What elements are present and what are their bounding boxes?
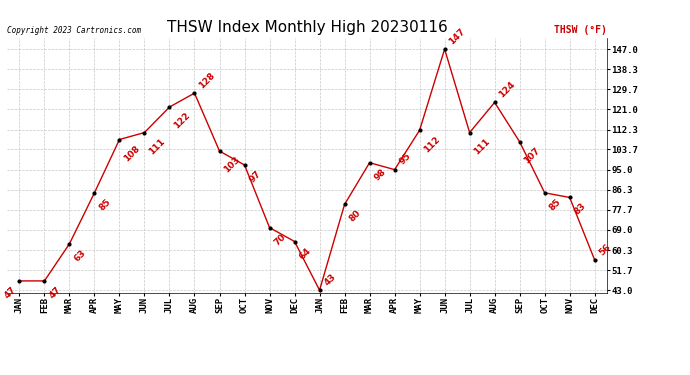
Text: 70: 70 [273, 232, 288, 247]
Title: THSW Index Monthly High 20230116: THSW Index Monthly High 20230116 [167, 20, 447, 35]
Text: 107: 107 [522, 146, 542, 166]
Text: 111: 111 [147, 137, 167, 156]
Text: 85: 85 [547, 197, 562, 212]
Text: 95: 95 [397, 152, 413, 167]
Text: 103: 103 [222, 155, 242, 175]
Text: 83: 83 [573, 202, 588, 217]
Text: 64: 64 [297, 246, 313, 261]
Text: 111: 111 [473, 137, 492, 156]
Text: THSW (°F): THSW (°F) [554, 25, 607, 35]
Text: 108: 108 [122, 144, 141, 163]
Text: 47: 47 [3, 285, 18, 300]
Text: 128: 128 [197, 71, 217, 90]
Text: 47: 47 [47, 285, 63, 300]
Text: 147: 147 [447, 27, 467, 46]
Text: 85: 85 [97, 197, 112, 212]
Text: 63: 63 [72, 248, 88, 263]
Text: Copyright 2023 Cartronics.com: Copyright 2023 Cartronics.com [7, 26, 141, 35]
Text: 97: 97 [247, 169, 263, 184]
Text: 98: 98 [373, 167, 388, 182]
Text: 124: 124 [497, 80, 517, 100]
Text: 80: 80 [347, 209, 362, 224]
Text: 56: 56 [598, 242, 613, 257]
Text: 122: 122 [172, 111, 192, 131]
Text: 43: 43 [322, 272, 337, 287]
Text: 112: 112 [422, 134, 442, 154]
